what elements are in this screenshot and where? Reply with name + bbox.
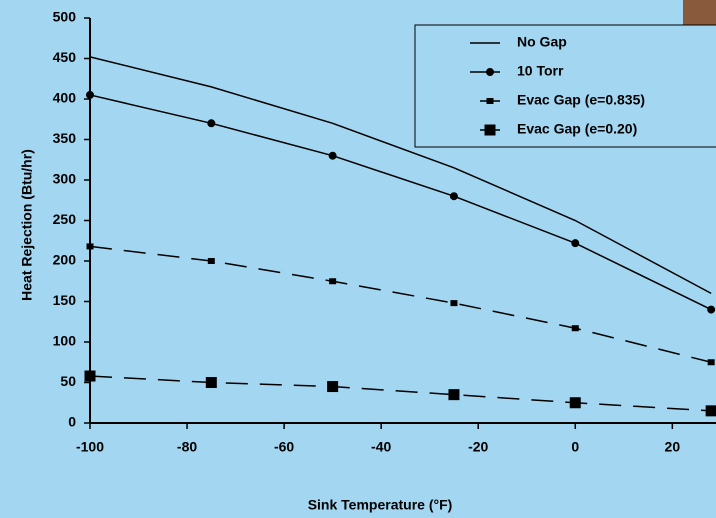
x-tick-label: 20 <box>665 439 681 455</box>
point <box>705 405 716 417</box>
x-tick-label: -60 <box>274 439 294 455</box>
point <box>207 119 216 128</box>
point <box>86 90 94 99</box>
point <box>450 300 458 307</box>
legend-label: Evac Gap (e=0.20) <box>517 121 637 137</box>
point <box>448 389 460 401</box>
legend-label: 10 Torr <box>517 63 564 79</box>
y-axis-label: Heat Rejection (Btu/hr) <box>19 149 35 301</box>
x-tick-label: 0 <box>571 439 579 455</box>
x-tick-label: -80 <box>177 439 197 455</box>
x-tick-label: -40 <box>371 439 391 455</box>
point <box>707 305 716 314</box>
y-tick-label: 350 <box>53 130 77 146</box>
series-line <box>89 56 712 295</box>
point <box>707 359 715 366</box>
legend-marker <box>486 68 494 76</box>
point <box>449 192 458 201</box>
y-tick-label: 100 <box>53 333 77 349</box>
y-tick-label: 150 <box>53 292 77 308</box>
point <box>329 278 337 285</box>
point <box>327 381 339 393</box>
y-tick-label: 250 <box>53 211 77 227</box>
x-tick-label: -100 <box>76 439 104 455</box>
legend-label: Evac Gap (e=0.835) <box>517 92 645 108</box>
series-line <box>89 94 712 311</box>
x-tick-label: -20 <box>468 439 488 455</box>
point <box>569 397 581 409</box>
point <box>328 151 337 160</box>
y-tick-label: 400 <box>53 90 77 106</box>
point <box>86 243 94 250</box>
x-axis-label: Sink Temperature (°F) <box>308 497 453 513</box>
point <box>205 377 217 388</box>
point <box>571 239 580 248</box>
legend-label: No Gap <box>517 34 567 50</box>
y-tick-label: 500 <box>53 9 77 25</box>
legend-marker <box>484 124 496 136</box>
point <box>207 258 215 264</box>
series-line <box>89 245 712 363</box>
y-tick-label: 0 <box>68 414 76 430</box>
y-tick-label: 300 <box>53 171 77 187</box>
point <box>571 325 579 332</box>
point <box>84 370 96 382</box>
legend-marker <box>486 98 494 104</box>
y-tick-label: 200 <box>53 252 77 268</box>
y-tick-label: 50 <box>60 373 76 389</box>
y-tick-label: 450 <box>53 49 77 65</box>
legend-box <box>414 24 716 148</box>
